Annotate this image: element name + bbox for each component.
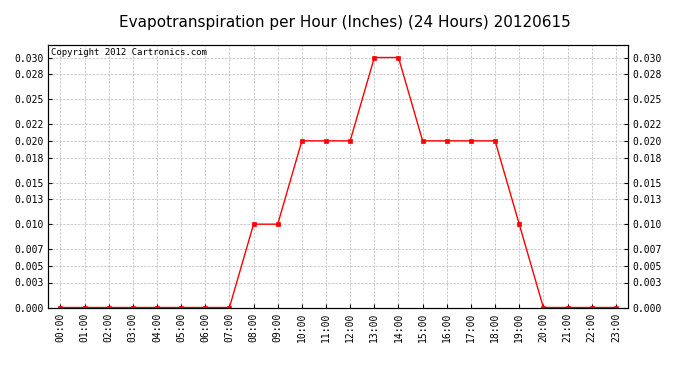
Text: Evapotranspiration per Hour (Inches) (24 Hours) 20120615: Evapotranspiration per Hour (Inches) (24… (119, 15, 571, 30)
Text: Copyright 2012 Cartronics.com: Copyright 2012 Cartronics.com (51, 48, 207, 57)
